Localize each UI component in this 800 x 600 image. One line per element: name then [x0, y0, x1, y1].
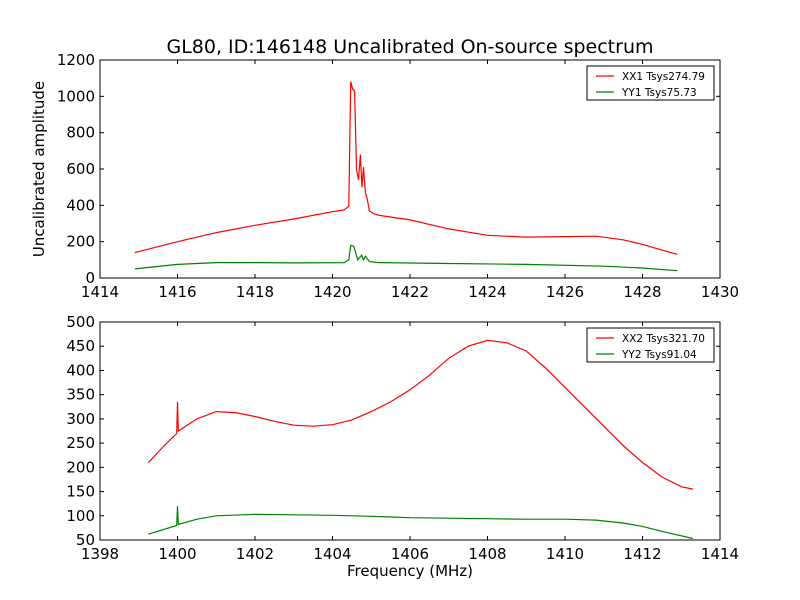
legend-label: YY1 Tsys75.73 [621, 87, 697, 99]
x-tick-label: 1422 [391, 283, 429, 301]
series-line-yy1 [134, 244, 678, 272]
y-tick-label: 200 [66, 233, 95, 251]
y-tick-label: 1200 [57, 51, 95, 69]
x-tick-label: 1404 [313, 545, 351, 563]
x-tick-label: 1416 [158, 283, 196, 301]
y-tick-label: 400 [66, 361, 95, 379]
y-tick-label: 50 [76, 531, 95, 549]
series-line-xx2 [147, 339, 694, 490]
x-tick-label: 1424 [468, 283, 506, 301]
x-tick-label: 1408 [468, 545, 506, 563]
x-tick-label: 1410 [546, 545, 584, 563]
chart-title: GL80, ID:146148 Uncalibrated On-source s… [166, 36, 653, 58]
x-tick-label: 1426 [546, 283, 584, 301]
legend-label: XX1 Tsys274.79 [622, 71, 705, 83]
x-axis-label: Frequency (MHz) [347, 562, 473, 580]
legend [586, 65, 715, 101]
y-tick-label: 100 [66, 507, 95, 525]
x-tick-label: 1418 [236, 283, 274, 301]
y-tick-label: 600 [66, 160, 95, 178]
x-tick-label: 1428 [623, 283, 661, 301]
series-line-xx1 [134, 81, 678, 255]
x-tick-label: 1412 [623, 545, 661, 563]
y-tick-label: 500 [66, 313, 95, 331]
x-tick-label: 1414 [81, 283, 119, 301]
y-axis-label: Uncalibrated amplitude [30, 81, 48, 257]
x-tick-label: 1402 [236, 545, 274, 563]
y-tick-label: 250 [66, 434, 95, 452]
x-tick-label: 1420 [313, 283, 351, 301]
series-line-yy2 [148, 506, 694, 540]
y-tick-label: 300 [66, 410, 95, 428]
top-axes: 1414 1416 1418 1420 1422 1424 1426 1428 1430 0 200… [57, 51, 739, 301]
y-tick-label: 450 [66, 337, 95, 355]
legend-label: YY2 Tsys91.04 [621, 349, 697, 361]
x-tick-label: 1398 [81, 545, 119, 563]
y-tick-label: 150 [66, 483, 95, 501]
legend-label: XX2 Tsys321.70 [622, 333, 705, 345]
y-tick-label: 400 [66, 196, 95, 214]
y-tick-label: 800 [66, 124, 95, 142]
bottom-axes: 1398 1400 1402 1404 1406 1408 1410 1412 1414 50 10… [66, 313, 739, 563]
x-tick-label: 1400 [158, 545, 196, 563]
y-tick-label: 1000 [57, 87, 95, 105]
x-tick-label: 1430 [701, 283, 739, 301]
y-tick-label: 0 [85, 269, 95, 287]
x-tick-label: 1414 [701, 545, 739, 563]
legend [586, 327, 715, 363]
y-tick-label: 350 [66, 386, 95, 404]
y-tick-label: 200 [66, 458, 95, 476]
x-tick-label: 1406 [391, 545, 429, 563]
